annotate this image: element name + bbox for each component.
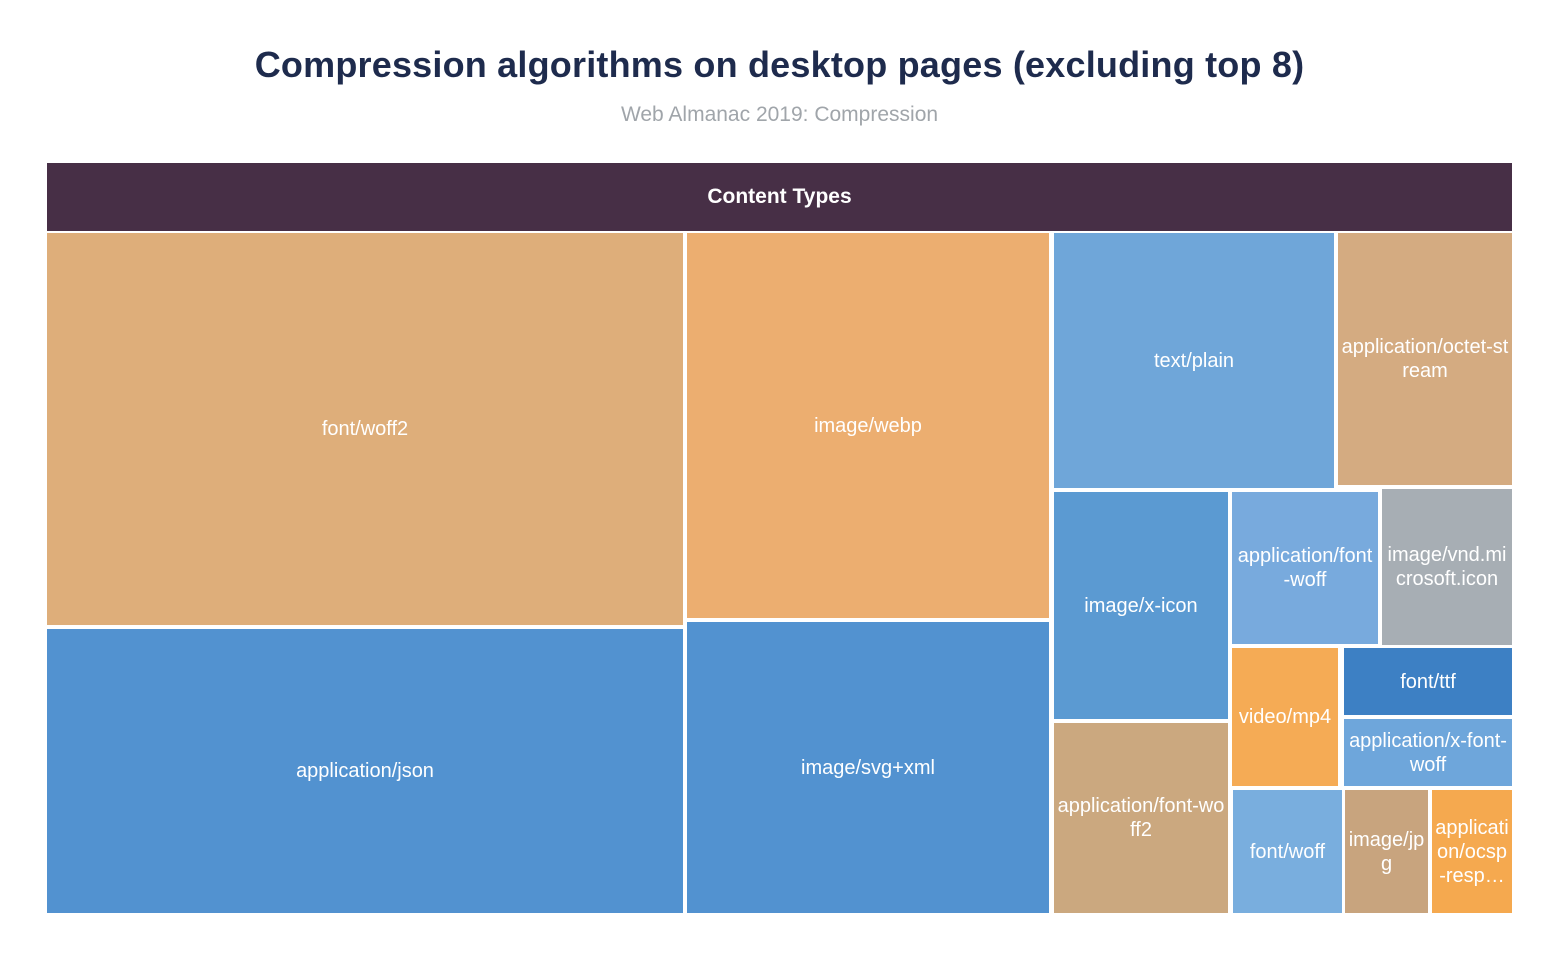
treemap-cells: font/woff2 application/json image/webp imag… [47, 233, 1512, 913]
treemap-cell-label: video/mp4 [1238, 706, 1332, 728]
treemap-cell-image-webp[interactable]: image/webp [687, 233, 1049, 618]
treemap-cell-label: font/woff2 [321, 418, 409, 440]
treemap-cell-label: image/vnd.microsoft.icon [1387, 544, 1507, 590]
treemap-cell-video-mp4[interactable]: video/mp4 [1232, 648, 1338, 786]
treemap-cell-application-ocsp-resp[interactable]: application/ocsp-resp… [1432, 790, 1512, 913]
treemap-group-header: Content Types [47, 163, 1512, 231]
treemap-cell-label: application/json [296, 760, 434, 782]
treemap-cell-label: application/ocsp-resp… [1435, 816, 1509, 887]
treemap-cell-label: text/plain [1153, 349, 1235, 372]
treemap-cell-label: application/x-font-woff [1349, 729, 1507, 776]
chart-title: Compression algorithms on desktop pages … [254, 44, 1305, 85]
treemap-cell-label: application/font-woff2 [1057, 795, 1225, 841]
treemap-cell-font-woff2[interactable]: font/woff2 [47, 233, 683, 625]
treemap-cell-application-octet-stream[interactable]: application/octet-stream [1338, 233, 1512, 485]
treemap-cell-image-svg-xml[interactable]: image/svg+xml [687, 622, 1049, 913]
treemap-cell-application-x-font-woff[interactable]: application/x-font-woff [1344, 719, 1512, 786]
treemap-cell-application-json[interactable]: application/json [47, 629, 683, 913]
treemap-cell-image-x-icon[interactable]: image/x-icon [1054, 492, 1228, 719]
treemap-cell-image-jpg[interactable]: image/jpg [1345, 790, 1428, 913]
treemap-cell-font-ttf[interactable]: font/ttf [1344, 648, 1512, 715]
treemap-cell-label: application/font-woff [1237, 545, 1373, 591]
treemap-cell-label: image/webp [814, 414, 922, 437]
treemap-cell-label: application/octet-stream [1341, 336, 1509, 382]
treemap-cell-text-plain[interactable]: text/plain [1054, 233, 1334, 488]
treemap-cell-application-font-woff[interactable]: application/font-woff [1232, 492, 1378, 644]
treemap-group-header-label: Content Types [707, 185, 852, 208]
treemap-cell-label: font/woff [1249, 840, 1326, 863]
treemap-cell-label: font/ttf [1400, 670, 1456, 693]
treemap-cell-label: image/jpg [1348, 828, 1425, 875]
treemap-cell-label: image/svg+xml [801, 756, 935, 779]
treemap-cell-application-font-woff2[interactable]: application/font-woff2 [1054, 723, 1228, 913]
treemap-cell-image-vnd-microsoft-icon[interactable]: image/vnd.microsoft.icon [1382, 489, 1512, 645]
treemap-cell-label: image/x-icon [1084, 594, 1198, 617]
chart-subtitle: Web Almanac 2019: Compression [620, 103, 939, 126]
treemap-cell-font-woff[interactable]: font/woff [1233, 790, 1342, 913]
